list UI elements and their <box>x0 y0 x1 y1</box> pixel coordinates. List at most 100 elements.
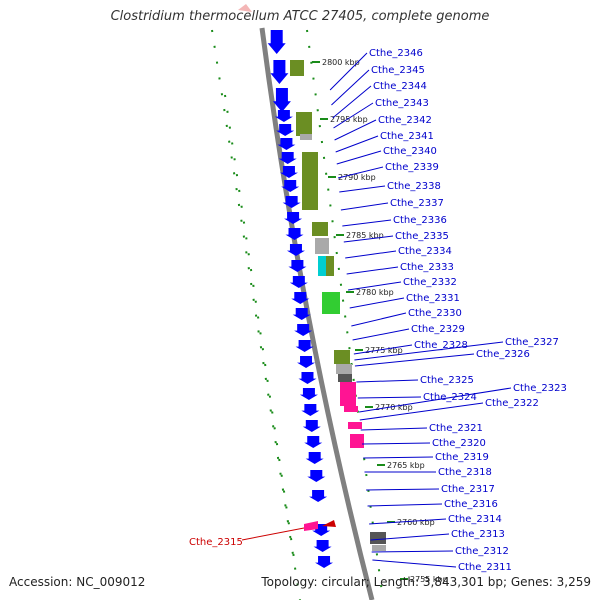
kbp-label: 2785 kbp <box>346 231 384 240</box>
gene-leader-line <box>331 69 370 106</box>
feature-block <box>334 350 350 364</box>
gene-label: Cthe_2345 <box>371 65 425 76</box>
gene-leader-line <box>356 379 419 383</box>
cds-arrow <box>309 490 328 502</box>
feature-block <box>300 134 312 140</box>
cds-arrow <box>276 124 295 136</box>
gene-leader-line <box>370 533 450 541</box>
gene-leader-line <box>346 266 399 275</box>
kbp-label: 2800 kbp <box>322 58 360 67</box>
feature-block <box>336 364 352 374</box>
outer-ring-left-dotted <box>211 29 301 600</box>
highlight-feature-arrow <box>322 520 336 527</box>
gene-label: Cthe_2323 <box>513 383 567 394</box>
cds-arrow <box>292 308 311 320</box>
gene-label: Cthe_2342 <box>378 115 432 126</box>
gene-label: Cthe_2327 <box>505 337 559 348</box>
genome-backbone-line <box>259 27 375 600</box>
cds-arrow <box>284 212 303 224</box>
gene-leader-line <box>366 488 440 491</box>
gene-label: Cthe_2331 <box>406 293 460 304</box>
gene-leader-line <box>360 427 428 431</box>
cds-arrow <box>279 166 298 178</box>
gene-label: Cthe_2337 <box>390 198 444 209</box>
gene-label: Cthe_2340 <box>383 146 437 157</box>
gene-leader-line <box>359 402 484 421</box>
gene-label: Cthe_2330 <box>408 308 462 319</box>
gene-label: Cthe_2312 <box>455 546 509 557</box>
gene-label: Cthe_2325 <box>420 375 474 386</box>
cds-arrow <box>304 436 323 448</box>
gene-label: Cthe_2313 <box>451 529 505 540</box>
gene-leader-line <box>371 550 454 553</box>
feature-block <box>315 238 329 254</box>
feature-block <box>290 60 304 76</box>
origin-marker <box>238 4 252 12</box>
gene-label: Cthe_2346 <box>369 48 423 59</box>
feature-block <box>340 382 356 406</box>
kbp-label: 2790 kbp <box>338 173 376 182</box>
gene-leader-line <box>354 353 475 367</box>
kbp-label: 2795 kbp <box>330 115 368 124</box>
feature-block <box>348 422 362 429</box>
cds-arrow <box>288 260 307 272</box>
gene-label: Cthe_2311 <box>458 562 512 573</box>
gene-leader-line <box>359 387 512 413</box>
gene-leader-line <box>353 344 413 355</box>
inner-ring-dotted <box>224 94 296 566</box>
kbp-label: 2755 kbp <box>410 575 448 584</box>
gene-leader-line <box>337 166 384 179</box>
cds-arrow <box>270 60 289 84</box>
kbp-label: 2760 kbp <box>397 518 435 527</box>
genome-summary-text: Topology: circular; Length: 3,843,301 bp… <box>261 575 591 589</box>
gene-label: Cthe_2321 <box>429 423 483 434</box>
highlight-feature-block <box>304 521 318 531</box>
gene-leader-line <box>369 518 447 525</box>
gene-leader-line <box>336 150 382 165</box>
gene-label: Cthe_2343 <box>375 98 429 109</box>
gene-label: Cthe_2339 <box>385 162 439 173</box>
gene-leader-line <box>349 297 405 309</box>
cds-arrow <box>305 452 324 464</box>
gene-label: Cthe_2326 <box>476 349 530 360</box>
cds-arrow <box>291 292 310 304</box>
gene-leader-line <box>363 456 434 459</box>
feature-block <box>302 152 318 210</box>
gene-leader-line <box>340 202 389 211</box>
gene-label: Cthe_2332 <box>403 277 457 288</box>
gene-label: Cthe_2341 <box>380 131 434 142</box>
gene-leader-line <box>334 119 377 141</box>
cds-arrow <box>313 540 332 552</box>
cds-arrow <box>294 324 313 336</box>
gene-label: Cthe_2328 <box>414 340 468 351</box>
gene-label: Cthe_2333 <box>400 262 454 273</box>
kbp-label: 2775 kbp <box>365 346 403 355</box>
cds-arrow <box>282 196 301 208</box>
cds-arrow <box>297 356 316 368</box>
cds-arrow <box>278 152 297 164</box>
map-title: Clostridium thermocellum ATCC 27405, com… <box>110 9 490 24</box>
gene-label: Cthe_2316 <box>444 499 498 510</box>
feature-block <box>370 532 386 544</box>
feature-block <box>312 222 328 236</box>
gene-leader-line <box>357 396 422 399</box>
gene-label: Cthe_2334 <box>398 246 452 257</box>
feature-block <box>372 545 386 551</box>
cds-arrow <box>277 138 296 150</box>
gene-leader-line <box>367 503 443 507</box>
feature-block <box>322 292 340 314</box>
gene-leader-line <box>342 219 392 227</box>
kbp-label: 2780 kbp <box>356 288 394 297</box>
cds-arrow <box>295 340 314 352</box>
kbp-label: 2765 kbp <box>387 461 425 470</box>
gene-leader-line <box>351 312 407 327</box>
gene-label: Cthe_2338 <box>387 181 441 192</box>
cds-arrow <box>289 276 308 288</box>
feature-block <box>318 256 328 276</box>
gene-leader-line <box>372 559 457 568</box>
gene-label: Cthe_2329 <box>411 324 465 335</box>
feature-block <box>326 256 334 276</box>
gene-label: Cthe_2322 <box>485 398 539 409</box>
highlight-gene-label: Cthe_2315 <box>189 537 243 548</box>
